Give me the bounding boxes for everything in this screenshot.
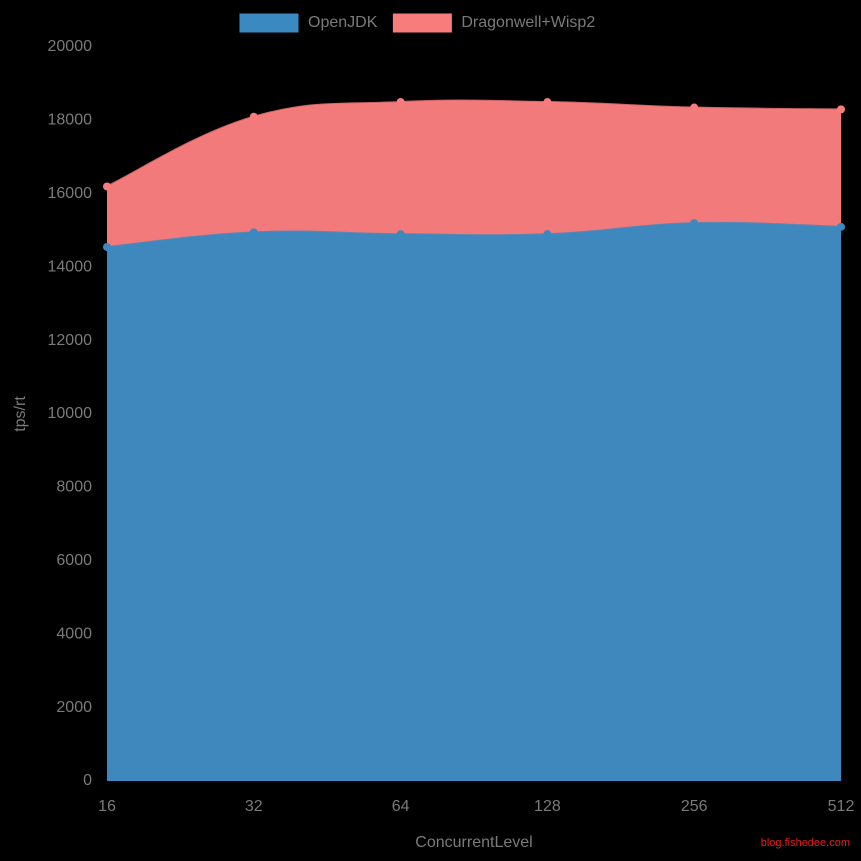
point bbox=[690, 103, 699, 112]
x-tick-label: 128 bbox=[534, 798, 561, 815]
point bbox=[690, 219, 699, 228]
point bbox=[396, 230, 405, 239]
y-tick-label: 2000 bbox=[56, 699, 92, 716]
x-tick-label: 32 bbox=[245, 798, 263, 815]
y-axis-label: tps/rt bbox=[12, 396, 29, 432]
legend-label: Dragonwell+Wisp2 bbox=[461, 14, 595, 31]
line bbox=[106, 221, 842, 249]
y-tick-label: 12000 bbox=[48, 332, 93, 349]
point bbox=[837, 222, 845, 231]
y-tick-label: 10000 bbox=[48, 405, 93, 422]
x-tick-label: 16 bbox=[98, 798, 116, 815]
x-tick-label: 256 bbox=[681, 798, 708, 815]
point bbox=[396, 98, 405, 107]
watermark: blog.fishedee.com bbox=[761, 837, 850, 849]
x-axis-label: ConcurrentLevel bbox=[415, 834, 532, 851]
y-tick-label: 20000 bbox=[48, 38, 93, 55]
point bbox=[837, 105, 845, 114]
line bbox=[106, 99, 842, 188]
point bbox=[249, 228, 258, 237]
point bbox=[543, 230, 552, 239]
y-tick-label: 4000 bbox=[56, 625, 92, 642]
x-tick-label: 64 bbox=[392, 798, 410, 815]
legend-label: OpenJDK bbox=[308, 14, 378, 31]
point bbox=[249, 112, 258, 121]
point bbox=[543, 98, 552, 107]
y-tick-label: 18000 bbox=[48, 112, 93, 129]
point bbox=[103, 182, 111, 191]
y-tick-label: 0 bbox=[83, 772, 92, 789]
area bbox=[107, 222, 841, 781]
y-tick-label: 16000 bbox=[48, 185, 93, 202]
legend-swatch bbox=[239, 13, 299, 33]
point bbox=[103, 243, 111, 252]
legend-swatch bbox=[392, 13, 452, 33]
y-tick-label: 8000 bbox=[56, 479, 92, 496]
y-tick-label: 14000 bbox=[48, 258, 93, 275]
x-tick-label: 512 bbox=[828, 798, 855, 815]
y-tick-label: 6000 bbox=[56, 552, 92, 569]
